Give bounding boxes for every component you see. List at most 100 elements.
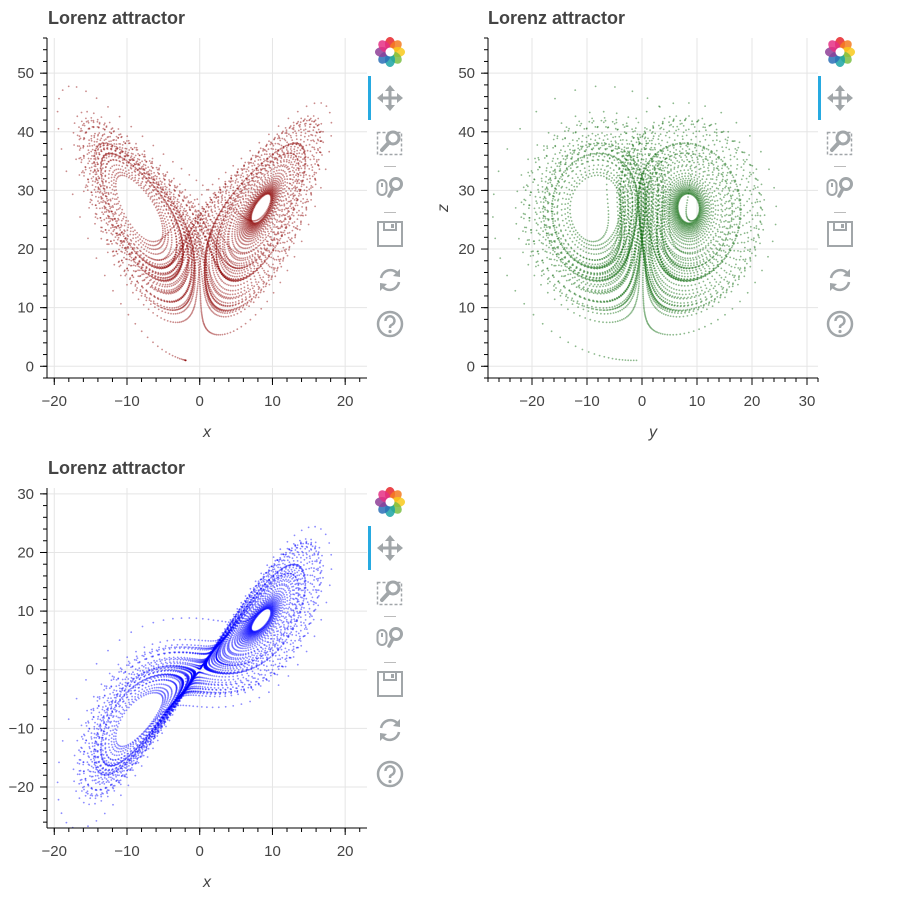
data-point: [100, 176, 103, 178]
data-point: [248, 262, 251, 264]
data-point: [312, 115, 315, 117]
data-point: [250, 229, 253, 232]
data-point: [299, 121, 302, 124]
data-point: [249, 210, 252, 213]
data-point: [154, 202, 156, 205]
data-point: [170, 246, 173, 249]
data-point: [149, 247, 151, 250]
data-point: [295, 169, 297, 171]
data-point: [245, 200, 247, 203]
data-point: [265, 219, 267, 221]
data-point: [154, 186, 156, 189]
data-point: [295, 122, 298, 125]
data-point: [273, 170, 275, 173]
data-point: [116, 192, 118, 195]
data-point: [303, 129, 305, 132]
data-point: [258, 198, 261, 201]
data-point: [255, 197, 258, 200]
data-point: [280, 187, 283, 189]
data-point: [161, 348, 164, 351]
data-point: [315, 131, 318, 134]
data-point: [285, 149, 288, 151]
data-point: [248, 235, 251, 238]
data-point: [195, 259, 198, 261]
data-point: [269, 190, 271, 192]
data-point: [199, 228, 201, 231]
data-point: [141, 173, 144, 176]
data-point: [248, 215, 251, 217]
data-point: [184, 215, 187, 218]
data-point: [196, 255, 199, 258]
data-point: [209, 246, 211, 249]
data-point: [190, 299, 193, 301]
data-point: [276, 207, 279, 209]
data-point: [184, 359, 186, 361]
data-point: [262, 223, 265, 226]
data-point: [120, 224, 123, 227]
data-point: [110, 132, 113, 135]
data-point: [280, 182, 283, 185]
data-point: [115, 145, 118, 148]
data-point: [232, 308, 235, 311]
data-point: [170, 262, 173, 265]
data-point: [257, 296, 260, 299]
data-point: [145, 255, 148, 257]
data-point: [330, 121, 333, 124]
data-point: [129, 166, 132, 169]
data-point: [249, 318, 252, 321]
data-point: [244, 213, 246, 215]
data-point: [233, 263, 235, 266]
data-point: [108, 203, 111, 206]
data-point: [224, 304, 227, 307]
data-point: [127, 162, 130, 164]
data-point: [105, 152, 107, 155]
data-point: [251, 220, 253, 223]
data-point: [166, 243, 169, 245]
data-point: [122, 162, 125, 165]
data-point: [176, 200, 179, 203]
data-point: [209, 275, 212, 278]
data-point: [249, 250, 252, 252]
data-point: [174, 205, 177, 207]
data-point: [265, 212, 268, 215]
data-point: [236, 328, 239, 331]
data-point: [159, 277, 162, 279]
data-point: [246, 243, 248, 246]
data-point: [270, 183, 273, 186]
data-point: [150, 252, 153, 255]
data-point: [252, 206, 255, 208]
data-point: [181, 206, 184, 208]
data-point: [228, 230, 231, 233]
data-point: [102, 142, 105, 145]
data-point: [209, 280, 212, 283]
data-point: [142, 178, 144, 180]
data-point: [249, 207, 252, 210]
data-point: [274, 190, 277, 193]
data-point: [260, 230, 263, 233]
data-point: [250, 188, 253, 190]
data-point: [131, 274, 134, 277]
data-point: [252, 231, 254, 234]
data-point: [224, 251, 227, 254]
data-point: [150, 191, 153, 194]
data-point: [131, 171, 134, 174]
data-point: [250, 258, 253, 261]
data-point: [247, 194, 250, 197]
data-point: [172, 259, 175, 262]
data-point: [313, 173, 316, 176]
data-point: [259, 239, 262, 242]
data-point: [249, 215, 252, 218]
data-point: [142, 244, 145, 246]
data-point: [271, 188, 274, 191]
data-point: [247, 251, 250, 253]
data-point: [295, 202, 298, 205]
data-point: [306, 178, 309, 181]
data-point: [218, 186, 221, 189]
data-point: [127, 169, 130, 172]
data-point: [119, 160, 121, 163]
data-point: [267, 218, 270, 221]
data-point: [138, 256, 141, 258]
data-point: [239, 199, 241, 201]
data-point: [268, 224, 271, 227]
